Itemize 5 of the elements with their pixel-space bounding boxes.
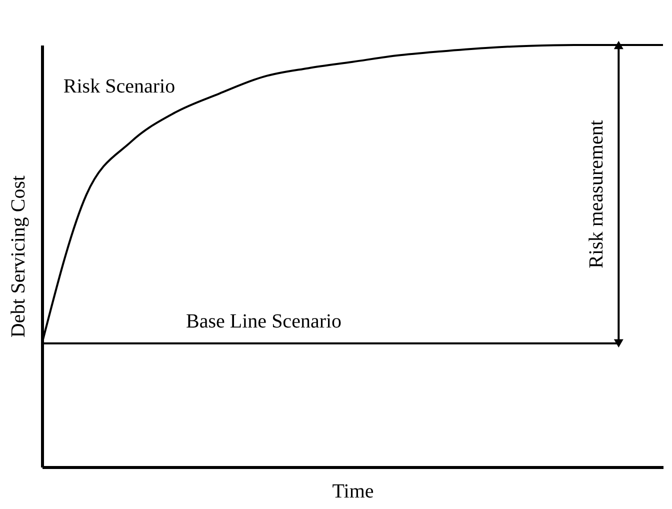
x-axis-title: Time bbox=[332, 480, 374, 502]
series-label: Risk Scenario bbox=[63, 76, 176, 98]
annotation: Risk measurement bbox=[586, 120, 608, 268]
y-axis-title: Debt Servicing Cost bbox=[8, 174, 30, 338]
series-label: Base Line Scenario bbox=[186, 310, 342, 332]
